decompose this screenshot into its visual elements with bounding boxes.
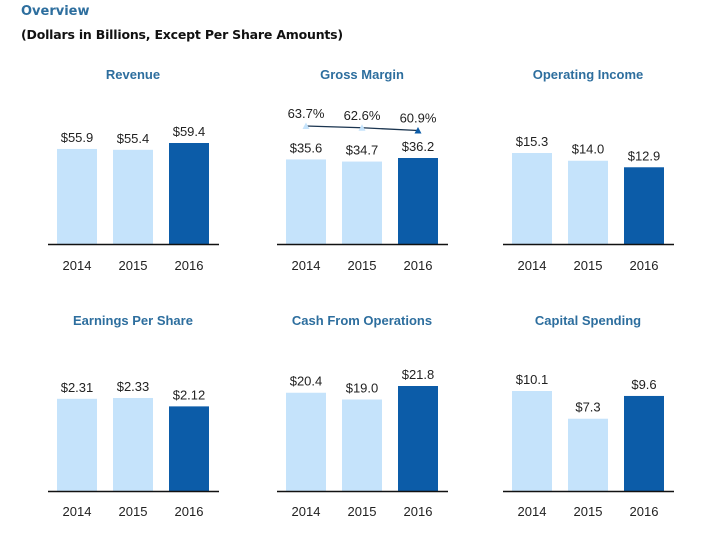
bar-2015 <box>568 418 608 491</box>
year-tick-label: 2016 <box>630 504 659 519</box>
data-label: $19.0 <box>346 380 379 395</box>
data-label: $14.0 <box>572 142 605 157</box>
bar-2016 <box>169 143 209 244</box>
bar-2016 <box>398 158 438 244</box>
page-title: Overview <box>21 4 90 19</box>
margin-marker <box>302 122 310 129</box>
year-tick-label: 2015 <box>574 504 603 519</box>
chart-title: Capital Spending <box>535 313 641 328</box>
bar-2016 <box>169 406 209 491</box>
margin-label: 60.9% <box>400 110 437 125</box>
year-tick-label: 2016 <box>175 258 204 273</box>
page-subtitle: (Dollars in Billions, Except Per Share A… <box>21 27 343 42</box>
data-label: $9.6 <box>631 377 656 392</box>
chart-title: Gross Margin <box>320 67 404 82</box>
year-tick-label: 2015 <box>348 504 377 519</box>
bar-2016 <box>398 386 438 491</box>
data-label: $59.4 <box>173 124 206 139</box>
bar-2014 <box>512 153 552 244</box>
year-tick-label: 2015 <box>348 258 377 273</box>
margin-label: 62.6% <box>344 108 381 123</box>
bar-2014 <box>286 392 326 491</box>
data-label: $15.3 <box>516 134 549 149</box>
data-label: $2.12 <box>173 387 206 402</box>
data-label: $2.31 <box>61 380 94 395</box>
data-label: $20.4 <box>290 374 323 389</box>
year-tick-label: 2014 <box>292 504 321 519</box>
chart-title: Cash From Operations <box>292 313 432 328</box>
year-tick-label: 2015 <box>574 258 603 273</box>
chart-title: Revenue <box>106 67 160 82</box>
bar-2014 <box>57 398 97 491</box>
bar-2014 <box>286 159 326 244</box>
year-tick-label: 2014 <box>63 504 92 519</box>
bar-2015 <box>113 149 153 244</box>
bar-2015 <box>342 399 382 491</box>
year-tick-label: 2015 <box>119 258 148 273</box>
bar-2015 <box>342 161 382 244</box>
bar-2016 <box>624 395 664 491</box>
data-label: $10.1 <box>516 372 549 387</box>
year-tick-label: 2016 <box>630 258 659 273</box>
margin-label: 63.7% <box>288 106 325 121</box>
data-label: $7.3 <box>575 400 600 415</box>
data-label: $55.9 <box>61 130 94 145</box>
data-label: $21.8 <box>402 367 435 382</box>
year-tick-label: 2014 <box>518 504 547 519</box>
year-tick-label: 2014 <box>292 258 321 273</box>
margin-marker <box>414 126 422 134</box>
chart-title: Earnings Per Share <box>73 313 193 328</box>
data-label: $2.33 <box>117 379 150 394</box>
year-tick-label: 2016 <box>175 504 204 519</box>
margin-marker <box>358 124 366 131</box>
year-tick-label: 2014 <box>518 258 547 273</box>
year-tick-label: 2016 <box>404 504 433 519</box>
data-label: $34.7 <box>346 143 379 158</box>
bar-2014 <box>512 391 552 491</box>
chart-title: Operating Income <box>533 67 644 82</box>
year-tick-label: 2015 <box>119 504 148 519</box>
bar-2016 <box>624 167 664 244</box>
data-label: $12.9 <box>628 148 661 163</box>
year-tick-label: 2014 <box>63 258 92 273</box>
data-label: $35.6 <box>290 140 323 155</box>
year-tick-label: 2016 <box>404 258 433 273</box>
bar-2015 <box>568 160 608 244</box>
data-label: $55.4 <box>117 131 150 146</box>
data-label: $36.2 <box>402 139 435 154</box>
bar-2014 <box>57 148 97 244</box>
bar-2015 <box>113 398 153 491</box>
